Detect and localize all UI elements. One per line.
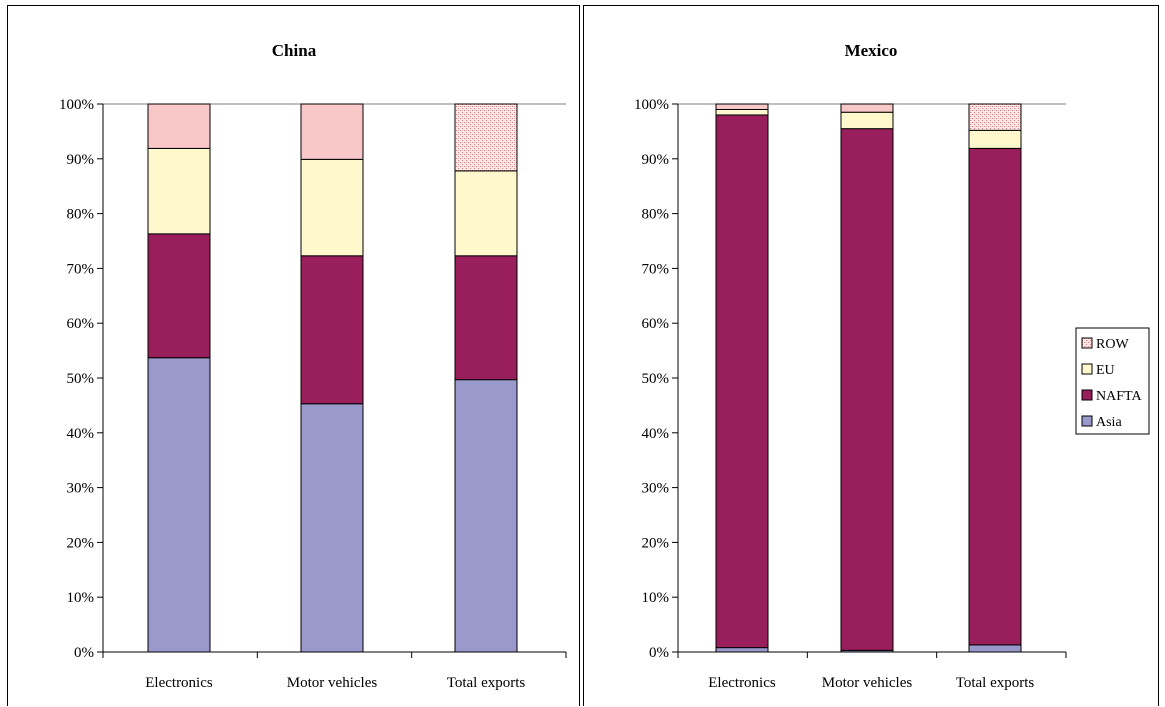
china-y-tick-label: 20%	[67, 535, 95, 551]
mexico-chart-panel: Mexico 0% 10% 20% 30% 40% 50% 60% 70% 80% 90% 100% E…	[583, 5, 1159, 706]
legend-label-eu: EU	[1096, 363, 1115, 378]
mexico-bar-total-exports-nafta	[968, 147, 1022, 646]
mexico-y-tick-label: 10%	[642, 590, 670, 606]
china-bar-electronics-row	[147, 103, 211, 149]
mexico-y-tick-label: 30%	[642, 481, 670, 497]
legend-swatch-row	[1081, 337, 1093, 349]
china-chart-svg: China 0% 10% 20% 30% 40% 50% 60% 70% 80% 90% 100% El…	[59, 41, 567, 691]
legend-swatch-eu	[1081, 363, 1093, 375]
mexico-y-tick-label: 20%	[642, 535, 670, 551]
china-chart-panel: China 0% 10% 20% 30% 40% 50% 60% 70% 80% 90% 100% El…	[7, 5, 580, 706]
china-bar-electronics-nafta	[147, 233, 211, 359]
china-x-category-label: Total exports	[447, 675, 526, 691]
mexico-bar-total-exports-row	[968, 103, 1022, 131]
legend-label-nafta: NAFTA	[1096, 389, 1142, 404]
mexico-bar-electronics-eu	[715, 108, 769, 116]
china-bar-total-exports-nafta	[454, 255, 518, 381]
mexico-y-tick-label: 100%	[634, 97, 669, 113]
china-chart-title: China	[272, 41, 317, 60]
legend-swatch-nafta	[1081, 389, 1093, 401]
mexico-chart-svg: Mexico 0% 10% 20% 30% 40% 50% 60% 70% 80% 90% 100% E…	[634, 41, 1150, 691]
china-y-tick-label: 10%	[67, 590, 95, 606]
china-bar-electronics-eu	[147, 147, 211, 235]
china-x-category-label: Motor vehicles	[287, 675, 378, 691]
mexico-bar-electronics-row	[715, 103, 769, 110]
china-bar-motor-vehicles-nafta	[300, 255, 364, 405]
china-y-tick-label: 50%	[67, 371, 95, 387]
china-y-tick-label: 40%	[67, 426, 95, 442]
china-y-tick-label: 80%	[67, 207, 95, 223]
mexico-bar-electronics-nafta	[715, 114, 769, 649]
mexico-y-tick-label: 80%	[642, 207, 670, 223]
china-bar-electronics-asia	[147, 357, 211, 653]
china-y-tick-label: 90%	[67, 152, 95, 168]
mexico-chart-title: Mexico	[845, 41, 898, 60]
china-bar-total-exports-eu	[454, 170, 518, 257]
mexico-bar-motor-vehicles-eu	[840, 111, 894, 130]
china-y-tick-label: 30%	[67, 481, 95, 497]
mexico-x-category-label: Motor vehicles	[822, 675, 913, 691]
mexico-bar-motor-vehicles-nafta	[840, 128, 894, 651]
china-y-tick-label: 70%	[67, 261, 95, 277]
mexico-y-tick-label: 60%	[642, 316, 670, 332]
mexico-y-tick-label: 90%	[642, 152, 670, 168]
mexico-bar-motor-vehicles-row	[840, 103, 894, 113]
mexico-y-tick-label: 70%	[642, 261, 670, 277]
china-y-tick-label: 100%	[59, 97, 94, 113]
mexico-y-tick-label: 50%	[642, 371, 670, 387]
china-bar-total-exports-row	[454, 103, 518, 172]
mexico-y-tick-label: 0%	[649, 645, 669, 661]
mexico-bar-total-exports-eu	[968, 129, 1022, 149]
china-x-category-label: Electronics	[145, 675, 213, 691]
legend: ROW EU NAFTA Asia	[1075, 327, 1150, 435]
mexico-y-tick-label: 40%	[642, 426, 670, 442]
mexico-x-category-label: Total exports	[956, 675, 1035, 691]
legend-swatch-asia	[1081, 415, 1093, 427]
mexico-bar-electronics-asia	[715, 647, 769, 653]
mexico-bar-total-exports-asia	[968, 644, 1022, 653]
legend-label-asia: Asia	[1096, 415, 1122, 430]
legend-label-row: ROW	[1096, 337, 1129, 352]
mexico-x-category-label: Electronics	[708, 675, 776, 691]
china-bar-motor-vehicles-eu	[300, 158, 364, 257]
china-bar-total-exports-asia	[454, 379, 518, 653]
china-bar-motor-vehicles-asia	[300, 403, 364, 653]
china-y-tick-label: 60%	[67, 316, 95, 332]
china-y-tick-label: 0%	[74, 645, 94, 661]
china-bar-motor-vehicles-row	[300, 103, 364, 160]
